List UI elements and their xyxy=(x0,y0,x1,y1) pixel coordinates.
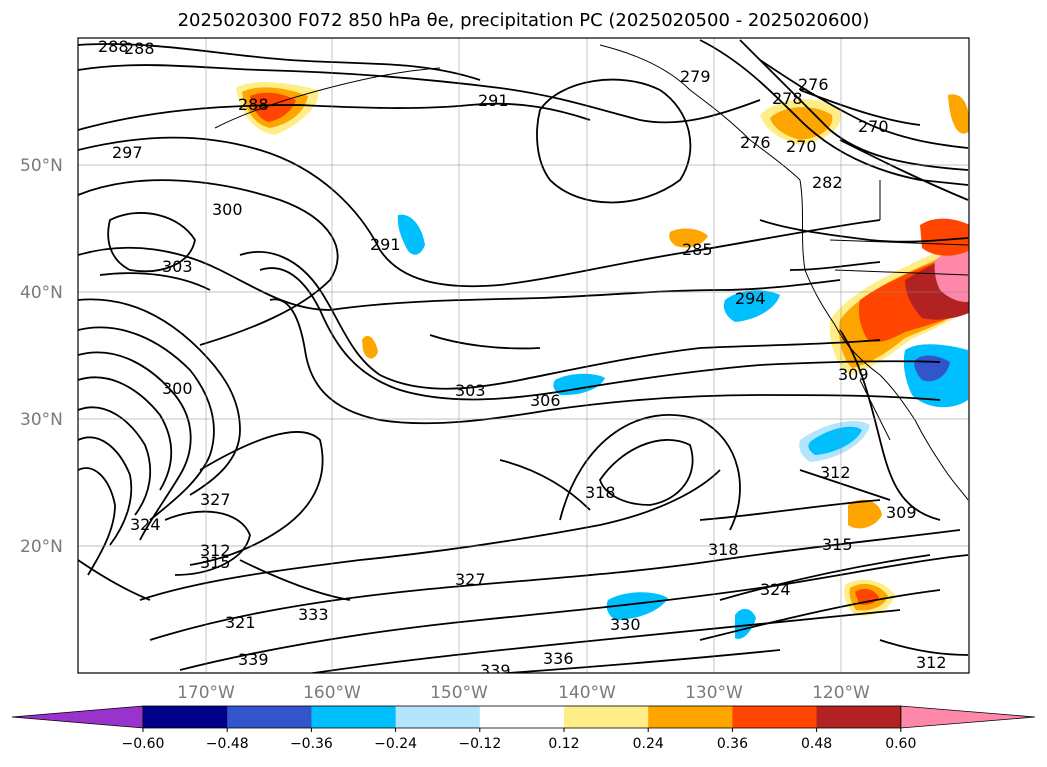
contour-label: 288 xyxy=(238,95,269,114)
map-title: 2025020300 F072 850 hPa θe, precipitatio… xyxy=(177,10,870,31)
lat-label: 30°N xyxy=(20,410,63,430)
colorbar-segment xyxy=(479,706,565,728)
contour-label: 309 xyxy=(838,365,869,384)
contour-label-group: 288 288 291 297 300 303 291 300 303 306 … xyxy=(98,37,947,680)
colorbar-segment xyxy=(311,706,397,728)
contour-label: 315 xyxy=(822,535,853,554)
longitude-labels: 170°W 160°W 150°W 140°W 130°W 120°W xyxy=(177,683,870,703)
contour-label: 291 xyxy=(478,91,509,110)
colorbar-tick-label: 0.36 xyxy=(717,736,748,752)
colorbar-tick-label: 0.48 xyxy=(801,736,832,752)
contour-label: 294 xyxy=(735,289,766,308)
lon-label: 150°W xyxy=(430,683,488,703)
contour-label: 300 xyxy=(212,200,243,219)
precipitation-shading xyxy=(236,82,969,639)
contour-label: 318 xyxy=(585,483,616,502)
colorbar-segment xyxy=(227,706,312,728)
colorbar-outline xyxy=(142,705,902,729)
contour-label: 300 xyxy=(162,379,193,398)
colorbar: −0.60 −0.48 −0.36 −0.24 −0.12 0.12 0.24 0.36 0.4… xyxy=(11,705,1036,752)
colorbar-segment xyxy=(564,706,649,728)
lon-label: 140°W xyxy=(558,683,616,703)
contour-label: 333 xyxy=(298,605,329,624)
contour-label: 324 xyxy=(760,580,791,599)
colorbar-tick-label: −0.12 xyxy=(458,736,501,752)
contour-label: 282 xyxy=(812,173,843,192)
colorbar-extend-high xyxy=(900,705,1036,729)
map-area xyxy=(78,38,969,673)
coastline xyxy=(214,44,969,501)
contour-label: 315 xyxy=(200,553,231,572)
colorbar-segment xyxy=(816,706,902,728)
map-frame xyxy=(77,37,970,674)
contour-label: 327 xyxy=(455,570,486,589)
colorbar-tick-label: 0.12 xyxy=(548,736,579,752)
lon-label: 170°W xyxy=(177,683,235,703)
colorbar-tick-label: −0.24 xyxy=(374,736,417,752)
contour-label: 306 xyxy=(530,391,561,410)
contour-label: 312 xyxy=(820,463,851,482)
contour-label: 318 xyxy=(708,540,739,559)
colorbar-tick-label: 0.24 xyxy=(633,736,664,752)
contour-label: 336 xyxy=(543,649,574,668)
contour-label: 288 xyxy=(98,37,129,56)
latitude-labels: 50°N 40°N 30°N 20°N xyxy=(20,156,63,557)
lon-label: 160°W xyxy=(303,683,361,703)
colorbar-tick-label: −0.60 xyxy=(122,736,165,752)
contour-label: 327 xyxy=(200,490,231,509)
colorbar-segment xyxy=(648,706,733,728)
lat-label: 40°N xyxy=(20,283,63,303)
contour-label: 288 xyxy=(124,39,155,58)
lat-label: 20°N xyxy=(20,537,63,557)
colorbar-extend-low xyxy=(11,705,144,729)
contour-label: 339 xyxy=(480,661,511,680)
contour-label: 339 xyxy=(238,650,269,669)
colorbar-segment xyxy=(143,706,228,728)
contour-label: 303 xyxy=(162,257,193,276)
contour-label: 276 xyxy=(798,75,829,94)
contour-label: 279 xyxy=(680,67,711,86)
colorbar-segment xyxy=(395,706,481,728)
contour-label: 309 xyxy=(886,503,917,522)
colorbar-tick-label: −0.48 xyxy=(206,736,249,752)
contour-label: 303 xyxy=(455,381,486,400)
contour-label: 270 xyxy=(786,137,817,156)
lon-label: 120°W xyxy=(812,683,870,703)
contour-label: 312 xyxy=(916,653,947,672)
colorbar-tick-label: −0.36 xyxy=(290,736,333,752)
contour-label: 330 xyxy=(610,615,641,634)
contour-label: 321 xyxy=(225,613,256,632)
theta-e-contours xyxy=(78,39,969,673)
contour-label: 285 xyxy=(682,240,713,259)
graticule xyxy=(78,38,969,673)
contour-label: 324 xyxy=(130,515,161,534)
contour-label: 278 xyxy=(772,89,803,108)
contour-label: 276 xyxy=(740,133,771,152)
contour-label: 270 xyxy=(858,117,889,136)
contour-label: 312 xyxy=(200,541,231,560)
lon-label: 130°W xyxy=(685,683,743,703)
contour-label: 291 xyxy=(370,235,401,254)
colorbar-tick-label: 0.60 xyxy=(885,736,916,752)
lat-label: 50°N xyxy=(20,156,63,176)
colorbar-segment xyxy=(732,706,818,728)
contour-label: 297 xyxy=(112,143,143,162)
